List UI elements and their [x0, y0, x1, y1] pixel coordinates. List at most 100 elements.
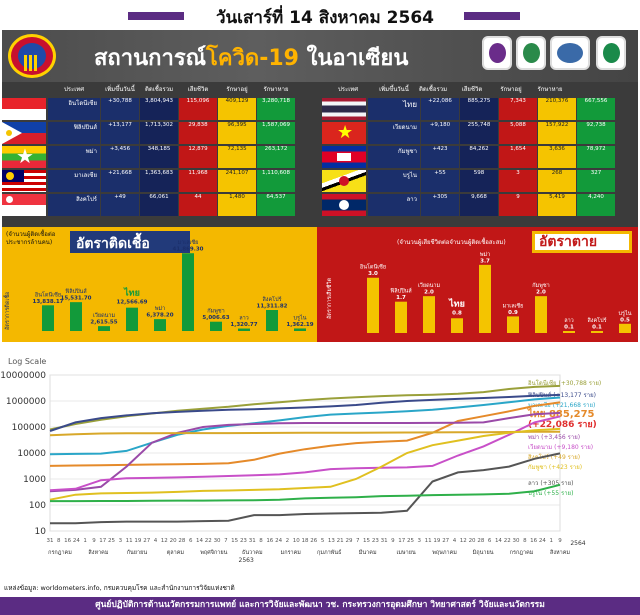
- series-line: [49, 415, 561, 492]
- bar-category-label: ลาว: [564, 318, 574, 324]
- series-line: [50, 452, 561, 525]
- bar-value-label: 0.9: [508, 310, 518, 316]
- bar-value-label: 3.7: [480, 258, 490, 264]
- x-tick-label: 19: [134, 538, 141, 544]
- left-table-row: สิงคโปร์ +49 66,061 44 1,480 64,537: [2, 194, 302, 216]
- left-cell-recovered: 1,110,608: [257, 170, 295, 192]
- nrct-5g-logo-icon: [550, 36, 590, 70]
- x-tick-label: 16: [530, 538, 537, 544]
- x-tick-label: 8: [259, 538, 263, 544]
- month-label: มีนาคม: [358, 549, 377, 556]
- right-cell-recovered: 78,972: [577, 146, 615, 168]
- death-rate-ylabel: อัตราการเสียชีวิต: [326, 277, 333, 319]
- left-cell-new: +3,456: [101, 146, 139, 168]
- left-cell-deaths: 115,096: [179, 98, 217, 120]
- bar: [395, 301, 407, 333]
- right-cell-total: 255,748: [460, 122, 498, 144]
- left-cell-total: 3,804,943: [140, 98, 178, 120]
- left-cell-deaths: 44: [179, 194, 217, 216]
- bar: [479, 264, 491, 333]
- right-cell-recovered: 92,738: [577, 122, 615, 144]
- bar-category-label: เวียดนาม: [93, 312, 116, 319]
- series-legend-label: กัมพูชา (+423 ราย): [528, 464, 582, 471]
- right-header-0: ประเทศ: [337, 86, 359, 93]
- series-legend-label: (+22,086 ราย): [528, 420, 597, 430]
- bar-value-label: 1,362.19: [286, 322, 313, 328]
- series-line: [50, 483, 561, 503]
- bar-value-label: 2.0: [536, 290, 546, 296]
- right-cell-recovered: 667,556: [577, 98, 615, 120]
- x-tick-label: 18: [302, 538, 309, 544]
- bar: [591, 331, 603, 333]
- right-cell-deaths: 1,654: [499, 146, 537, 168]
- right-cell-total: 84,262: [460, 146, 498, 168]
- left-header-3: เสียชีวิต: [187, 86, 209, 93]
- x-tick-label: 1: [83, 538, 87, 544]
- x-tick-label: 7: [224, 538, 228, 544]
- death-title-bg: [532, 231, 632, 253]
- y-tick-label: 100000: [12, 423, 47, 433]
- bar-category-label: บรูไน: [294, 314, 307, 321]
- x-tick-label: 17: [398, 538, 405, 544]
- left-cell-recovered: 64,537: [257, 194, 295, 216]
- x-tick-label: 22: [205, 538, 212, 544]
- month-label: สิงหาคม: [549, 549, 570, 556]
- x-tick-label: 3: [418, 538, 422, 544]
- cambodia-flag-icon: [322, 146, 366, 168]
- x-tick-label: 13: [328, 538, 335, 544]
- bar-value-label: 0.1: [564, 325, 574, 331]
- series-line: [49, 393, 561, 432]
- bar-value-label: 0.1: [592, 325, 602, 331]
- bar-category-label: ลาว: [239, 316, 249, 322]
- left-cell-active: 96,395: [218, 122, 256, 144]
- x-tick-label: 11: [126, 538, 133, 544]
- right-cell-deaths: 7,343: [499, 98, 537, 120]
- right-cell-name: เวียดนาม: [368, 122, 420, 144]
- x-tick-label: 31: [47, 538, 54, 544]
- right-cell-deaths: 9: [499, 194, 537, 216]
- nrct-logo-icon: [482, 36, 512, 70]
- health-ministry-logo-icon: [596, 36, 626, 70]
- x-tick-label: 1: [549, 538, 553, 544]
- right-header-1: เพิ่มขึ้นวันนี้: [379, 86, 409, 93]
- month-label: มกราคม: [281, 550, 302, 556]
- bar: [42, 305, 54, 331]
- right-cell-active: 5,419: [538, 194, 576, 216]
- right-header-2: ติดเชื้อรวม: [418, 86, 448, 93]
- left-header-4: รักษาอยู่: [226, 86, 248, 93]
- series-legend-label: มาเลเซีย (+21,668 ราย): [528, 401, 595, 409]
- left-table-row: ★ พม่า +3,456 348,185 12,879 72,135 263,172: [2, 146, 302, 168]
- bar-value-label: 0.5: [620, 317, 630, 323]
- left-cell-deaths: 11,968: [179, 170, 217, 192]
- series-line: [49, 427, 561, 501]
- bar: [266, 309, 278, 331]
- bar: [70, 302, 82, 331]
- bar-category-label: ไทย: [123, 287, 140, 299]
- bar-value-label: 0.8: [452, 310, 462, 316]
- main-title-highlight: โควิด-19: [206, 46, 299, 71]
- left-header-1: เพิ่มขึ้นวันนี้: [105, 86, 135, 93]
- month-label: มิถุนายน: [472, 549, 493, 556]
- death-rate-chart: อัตราการเสียชีวิต อินโดนีเซีย3.0 ฟิลิปปินส…: [326, 252, 632, 333]
- infection-rate-title: อัตราติดเชื้อ: [76, 236, 150, 252]
- right-cell-total: 598: [460, 170, 498, 192]
- x-tick-label: 14: [495, 538, 502, 544]
- bar: [535, 296, 547, 333]
- right-cell-deaths: 3: [499, 170, 537, 192]
- x-tick-label: 27: [143, 538, 150, 544]
- infection-rate-chart: อินโดนีเซีย13,838.17ฟิลิปปินส์15,531.70 เ…: [33, 239, 314, 331]
- right-header-5: รักษาหาย: [537, 86, 563, 93]
- series-legend-label: ฟิลิปปินส์ (+13,177 ราย): [528, 391, 596, 399]
- month-label: ตุลาคม: [167, 550, 185, 556]
- infection-rate-note: (จำนวนผู้ติดเชื้อต่อประชากรล้านคน): [6, 231, 56, 246]
- y-tick-label: 100: [29, 501, 46, 511]
- month-label: กุมภาพันธ์: [317, 549, 341, 556]
- x-tick-label: 9: [391, 538, 395, 544]
- bar: [451, 318, 463, 333]
- bar: [294, 328, 306, 331]
- right-cell-total: 885,275: [460, 98, 498, 120]
- bar: [423, 296, 435, 333]
- bar-category-label: สิงคโปร์: [587, 316, 607, 324]
- bar-value-label: 2,615.55: [90, 320, 117, 326]
